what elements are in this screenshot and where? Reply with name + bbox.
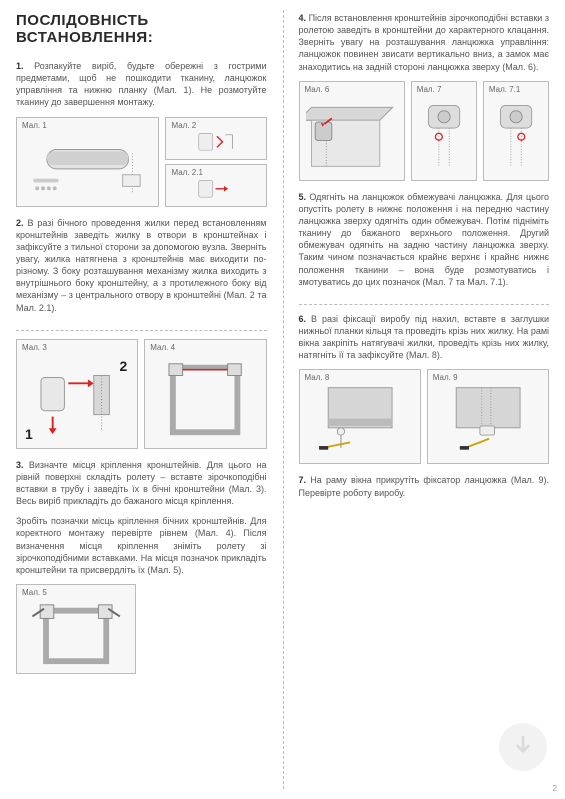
fig-5-diagram	[23, 599, 129, 667]
step-2-text: В разі бічного проведення жилки перед вс…	[16, 218, 267, 313]
fig-71-label: Мал. 7.1	[489, 85, 520, 94]
step-7: 7. На раму вікна прикрутіть фіксатор лан…	[299, 474, 550, 498]
step-1-num: 1.	[16, 61, 24, 71]
figure-6: Мал. 6 click	[299, 81, 405, 181]
page-root: ПОСЛІДОВНІСТЬ ВСТАНОВЛЕННЯ: 1. Розпакуйт…	[0, 0, 565, 799]
fig-7-diagram	[418, 96, 470, 174]
right-divider-1	[299, 304, 550, 305]
fig-4-diagram	[151, 354, 259, 442]
step-3b: Зробіть позначки місць кріплення бічних …	[16, 515, 267, 576]
figure-9: Мал. 9	[427, 369, 549, 464]
step-5: 5. Одягніть на ланцюжок обмежувачі ланцю…	[299, 191, 550, 288]
fig-5-label: Мал. 5	[22, 588, 47, 597]
fig-1-diagram	[23, 132, 152, 200]
figure-7-1: Мал. 7.1	[483, 81, 549, 181]
figure-5: Мал. 5	[16, 584, 136, 674]
left-divider-1	[16, 330, 267, 331]
fig-8-diagram	[306, 384, 414, 457]
fig-1-label: Мал. 1	[22, 121, 47, 130]
step-4-text: Після встановлення кронштейнів зірочкопо…	[299, 13, 550, 72]
fig-2-diagram	[172, 132, 259, 153]
fig-8-label: Мал. 8	[305, 373, 330, 382]
fig-21-label: Мал. 2.1	[171, 168, 202, 177]
fig-row-5: Мал. 5	[16, 584, 267, 674]
step-1: 1. Розпакуйте виріб, будьте обережні з г…	[16, 60, 267, 109]
step-7-num: 7.	[299, 475, 307, 485]
step-2: 2. В разі бічного проведення жилки перед…	[16, 217, 267, 314]
step-1-text: Розпакуйте виріб, будьте обережні з гост…	[16, 61, 267, 107]
figure-2: Мал. 2	[165, 117, 266, 160]
fig-6-label: Мал. 6	[305, 85, 330, 94]
step-6-num: 6.	[299, 314, 307, 324]
step-3a-text: Визначте місця кріплення кронштейнів. Дл…	[16, 460, 267, 506]
fig-3-label: Мал. 3	[22, 343, 47, 352]
figure-1: Мал. 1	[16, 117, 159, 207]
step-4-num: 4.	[299, 13, 307, 23]
fig-71-diagram	[490, 96, 542, 174]
step-7-text: На раму вікна прикрутіть фіксатор ланцюж…	[299, 475, 550, 497]
figure-4: Мал. 4	[144, 339, 266, 449]
fig-9-label: Мал. 9	[433, 373, 458, 382]
watermark-icon	[499, 723, 547, 771]
step-3b-text: Зробіть позначки місць кріплення бічних …	[16, 516, 267, 575]
figure-2-1: Мал. 2.1	[165, 164, 266, 207]
step-5-text: Одягніть на ланцюжок обмежувачі ланцюжка…	[299, 192, 550, 287]
fig-row-1-2: Мал. 1 Мал. 2	[16, 117, 267, 207]
fig-2-label: Мал. 2	[171, 121, 196, 130]
figure-3: Мал. 3 2 1	[16, 339, 138, 449]
fig-3-diagram	[23, 354, 131, 442]
step-4: 4. Після встановлення кронштейнів зірочк…	[299, 12, 550, 73]
vertical-divider	[283, 10, 284, 789]
step-3a: 3. Визначте місця кріплення кронштейнів.…	[16, 459, 267, 508]
fig-row-6-7: Мал. 6 click Мал. 7	[299, 81, 550, 181]
page-number: 2	[553, 784, 557, 793]
fig-21-diagram	[172, 179, 259, 200]
figure-7: Мал. 7	[411, 81, 477, 181]
step-5-num: 5.	[299, 192, 307, 202]
fig-row-8-9: Мал. 8 Мал. 9	[299, 369, 550, 464]
fig-9-diagram	[434, 384, 542, 457]
left-column: ПОСЛІДОВНІСТЬ ВСТАНОВЛЕННЯ: 1. Розпакуйт…	[0, 0, 283, 799]
step-6-text: В разі фіксації виробу під нахил, вставт…	[299, 314, 550, 360]
page-title: ПОСЛІДОВНІСТЬ ВСТАНОВЛЕННЯ:	[16, 12, 267, 46]
fig-6-diagram	[306, 96, 398, 174]
step-2-num: 2.	[16, 218, 24, 228]
fig-row-3-4: Мал. 3 2 1 Мал. 4	[16, 339, 267, 449]
fig-4-label: Мал. 4	[150, 343, 175, 352]
figure-8: Мал. 8	[299, 369, 421, 464]
fig-7-label: Мал. 7	[417, 85, 442, 94]
step-6: 6. В разі фіксації виробу під нахил, вст…	[299, 313, 550, 362]
right-column: 4. Після встановлення кронштейнів зірочк…	[283, 0, 565, 799]
step-3a-num: 3.	[16, 460, 24, 470]
